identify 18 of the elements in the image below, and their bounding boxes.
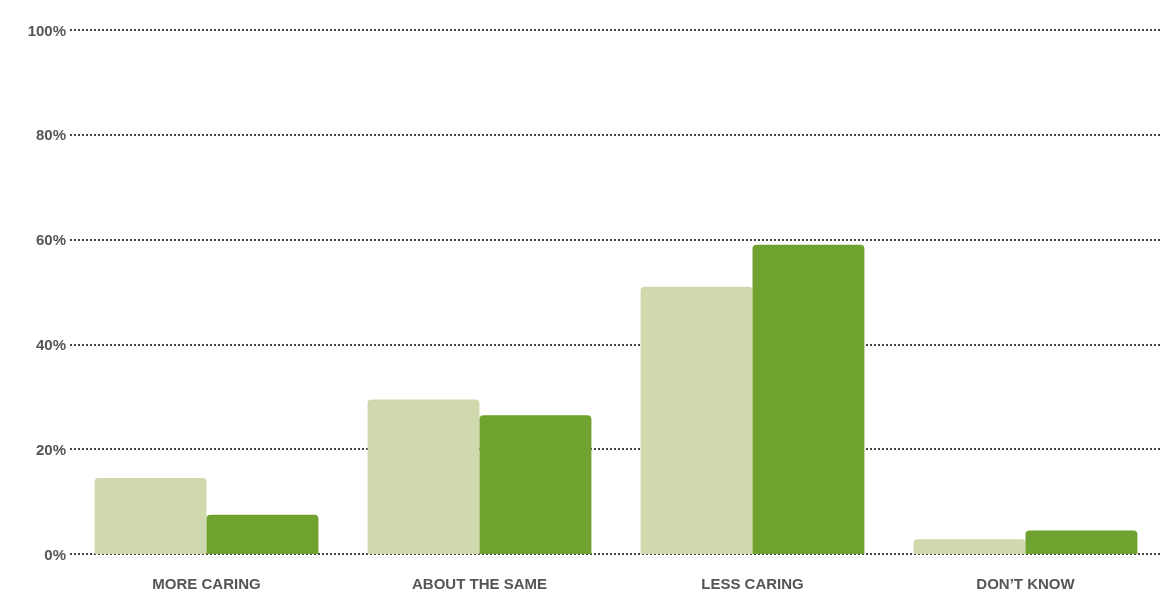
bar — [913, 539, 1026, 554]
y-tick-label: 60% — [35, 231, 66, 249]
x-tick-label: ABOUT THE SAME — [412, 575, 547, 592]
bar — [752, 244, 865, 554]
x-tick-label: LESS CARING — [701, 575, 804, 592]
y-tick-label: 0% — [44, 545, 66, 563]
y-tick-label: 20% — [35, 440, 66, 458]
bar — [640, 286, 753, 554]
bar — [94, 478, 207, 554]
x-tick-label: DON’T KNOW — [976, 575, 1076, 592]
y-tick-label: 80% — [35, 126, 66, 144]
bar — [1025, 530, 1138, 554]
x-tick-label: MORE CARING — [152, 575, 261, 592]
bar — [479, 415, 592, 554]
bar — [206, 514, 319, 554]
y-tick-label: 100% — [27, 21, 66, 39]
bar — [367, 399, 480, 554]
y-tick-label: 40% — [35, 335, 66, 353]
